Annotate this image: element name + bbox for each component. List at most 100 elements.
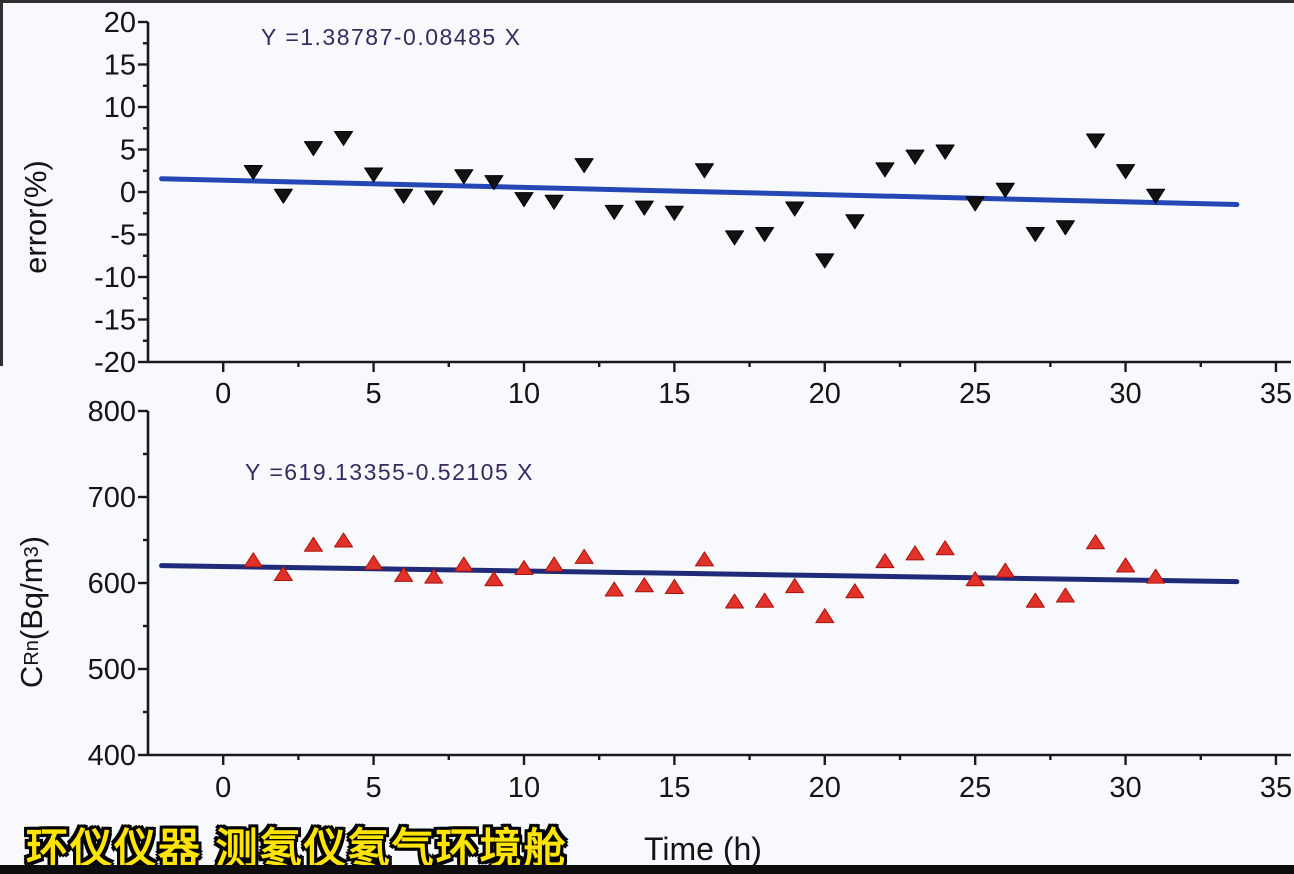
x-tick-label: 35 <box>1260 772 1292 804</box>
y-tick-label: -20 <box>94 347 136 379</box>
data-marker <box>424 568 444 584</box>
y-tick-label: -5 <box>110 220 136 252</box>
data-marker <box>664 578 684 594</box>
bottom-black-bar <box>0 865 1294 874</box>
data-marker <box>454 169 474 185</box>
data-marker <box>1055 220 1075 236</box>
y-tick-label: 500 <box>88 654 136 686</box>
data-marker <box>1085 534 1105 550</box>
x-tick-label: 25 <box>959 772 991 804</box>
x-tick-label: 10 <box>508 378 540 410</box>
x-tick-label: 25 <box>959 378 991 410</box>
data-marker <box>1146 568 1166 584</box>
data-marker <box>995 182 1015 198</box>
data-marker <box>544 194 564 210</box>
data-marker <box>815 253 835 269</box>
y-tick-label: -15 <box>94 305 136 337</box>
data-marker <box>303 536 323 552</box>
y-tick-label: 15 <box>104 50 136 82</box>
data-marker <box>905 149 925 165</box>
watermark-text: 环仪仪器 测氡仪氡气环境舱 <box>26 825 568 872</box>
data-marker <box>334 130 354 146</box>
data-marker <box>544 556 564 572</box>
data-marker <box>725 593 745 609</box>
data-marker <box>514 560 534 576</box>
y-tick-label: 700 <box>88 482 136 514</box>
y-tick-label: 600 <box>88 568 136 600</box>
crn-prefix: C <box>14 665 49 689</box>
data-marker <box>664 205 684 221</box>
data-marker <box>394 566 414 582</box>
top-y-axis-title: error(%) <box>18 160 53 274</box>
data-marker <box>574 548 594 564</box>
data-marker <box>514 192 534 208</box>
data-marker <box>1146 188 1166 204</box>
data-marker <box>694 163 714 179</box>
data-marker <box>243 164 263 180</box>
bottom-fit-equation: Y =619.13355-0.52105 X <box>245 459 534 485</box>
crn-subscript: Rn <box>20 640 43 666</box>
x-tick-label: 20 <box>809 772 841 804</box>
data-marker <box>604 581 624 597</box>
data-marker <box>273 188 293 204</box>
x-tick-label: 20 <box>809 378 841 410</box>
data-marker <box>424 190 444 206</box>
y-tick-label: 20 <box>104 7 136 39</box>
data-marker <box>1055 587 1075 603</box>
data-marker <box>755 227 775 242</box>
data-marker <box>905 545 925 561</box>
data-marker <box>965 571 985 587</box>
data-marker <box>334 532 354 548</box>
data-marker <box>604 204 624 220</box>
y-tick-label: 400 <box>88 740 136 772</box>
top-edge-line <box>0 0 1294 3</box>
data-marker <box>875 553 895 569</box>
y-tick-label: 0 <box>120 177 136 209</box>
crn-suffix: ) <box>14 535 49 547</box>
data-marker <box>935 540 955 556</box>
data-marker <box>995 562 1015 578</box>
x-tick-label: 35 <box>1260 378 1292 410</box>
data-marker <box>965 196 985 212</box>
data-marker <box>815 608 835 624</box>
data-marker <box>1025 227 1045 242</box>
x-tick-label: 30 <box>1109 772 1141 804</box>
data-marker <box>634 200 654 216</box>
data-marker <box>694 551 714 567</box>
y-tick-label: -10 <box>94 262 136 294</box>
fit-line <box>159 563 1240 585</box>
crn-mid: (Bq/m <box>14 557 49 641</box>
data-marker <box>785 201 805 217</box>
data-marker <box>1116 557 1136 573</box>
x-tick-label: 0 <box>215 378 231 410</box>
fit-line <box>159 176 1240 208</box>
bottom-plot: 0 5 10 15 20 25 30 35 400 500 600 700 800 <box>88 396 1292 804</box>
data-marker <box>845 214 865 230</box>
x-tick-label: 10 <box>508 772 540 804</box>
x-tick-label: 15 <box>658 772 690 804</box>
data-marker <box>634 577 654 593</box>
data-marker <box>484 571 504 587</box>
y-tick-label: 5 <box>120 135 136 167</box>
x-tick-label: 15 <box>658 378 690 410</box>
data-marker <box>364 167 384 183</box>
data-marker <box>845 583 865 599</box>
data-marker <box>243 552 263 568</box>
data-marker <box>1085 133 1105 149</box>
bottom-y-axis-title: C Rn (Bq/m 3) <box>8 440 56 784</box>
x-tick-label: 30 <box>1109 378 1141 410</box>
top-plot: 0 5 10 15 20 25 30 35 -20 -15 -10 -5 0 5 10 15 20 <box>94 7 1292 410</box>
x-tick-label: 5 <box>366 378 382 410</box>
data-marker <box>755 592 775 608</box>
x-tick-label: 5 <box>366 772 382 804</box>
top-fit-equation: Y =1.38787-0.08485 X <box>261 24 522 50</box>
data-marker <box>273 566 293 582</box>
data-marker <box>364 554 384 570</box>
data-marker <box>935 144 955 160</box>
left-edge-line <box>0 0 3 366</box>
data-marker <box>394 188 414 204</box>
data-marker <box>1116 164 1136 180</box>
x-tick-label: 0 <box>215 772 231 804</box>
data-marker <box>785 578 805 594</box>
